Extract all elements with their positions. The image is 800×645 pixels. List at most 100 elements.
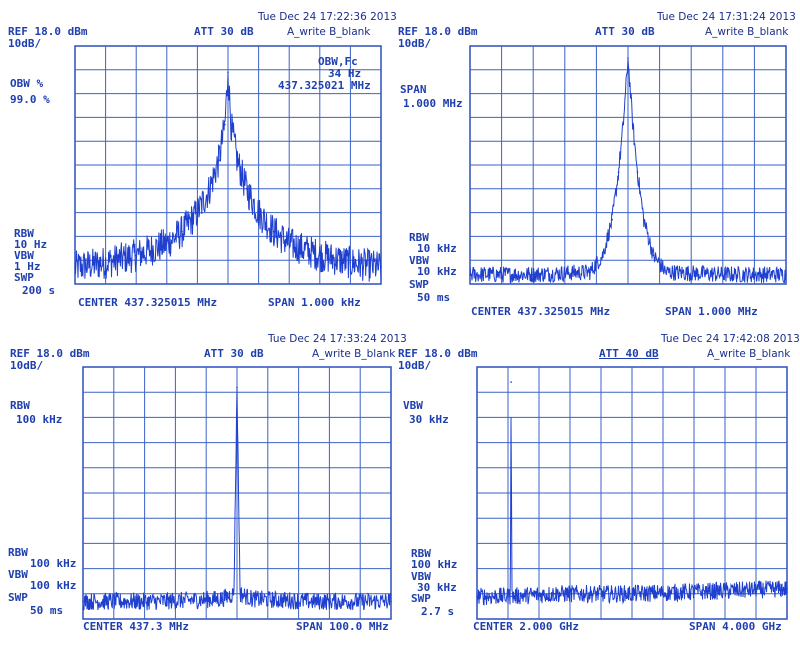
timestamp: Tue Dec 24 17:31:24 2013 — [657, 11, 796, 23]
trace-point — [224, 123, 226, 126]
trace-point — [230, 123, 232, 126]
trace-point — [631, 123, 634, 126]
obw-value: 99.0 % — [10, 93, 50, 106]
trace-point — [785, 273, 787, 276]
timestamp: Tue Dec 24 17:33:24 2013 — [268, 333, 407, 345]
rbw-value: 100 kHz — [411, 558, 458, 571]
reference-level: REF 18.0 dBm — [398, 25, 478, 38]
trace-mode: A_write B_blank — [707, 348, 791, 360]
trace-point — [236, 159, 238, 161]
trace-point — [233, 593, 235, 595]
trace-point — [499, 595, 502, 598]
center-frequency: CENTER 437.325015 MHz — [471, 305, 611, 318]
frequency-span: SPAN 4.000 GHz — [689, 620, 782, 633]
trace-point — [631, 593, 633, 595]
spectrum-panel-3: Tue Dec 24 17:33:24 2013 REF 18.0 dBm 10… — [0, 322, 407, 644]
swp-value: 50 ms — [30, 604, 64, 617]
frequency-span: SPAN 100.0 MHz — [296, 620, 389, 633]
trace-point — [627, 57, 629, 59]
trace-point — [220, 598, 223, 600]
timestamp: Tue Dec 24 17:42:08 2013 — [661, 333, 800, 345]
vbw-label: VBW — [411, 570, 431, 583]
trace-point — [617, 171, 620, 173]
trace-point — [476, 595, 478, 598]
spectrum-plot-2 — [469, 45, 787, 285]
reference-level: REF 18.0 dBm — [8, 25, 88, 38]
scale-per-div: 10dB/ — [8, 37, 42, 50]
plot-grid — [476, 366, 788, 620]
trace-point — [159, 600, 161, 603]
scale-per-div: 10dB/ — [10, 359, 44, 372]
trace-point — [166, 242, 168, 245]
rbw-label: RBW — [409, 231, 429, 244]
trace-point — [236, 386, 238, 388]
trace-point — [349, 261, 352, 264]
trace-point — [390, 600, 392, 603]
vbw-value: 30 kHz — [417, 581, 457, 594]
trace-point — [319, 254, 321, 257]
rbw-value: 10 kHz — [417, 242, 457, 255]
attenuation: ATT 30 dB — [595, 25, 655, 38]
rbw-label: RBW — [8, 546, 28, 559]
vbw-label: VBW — [14, 249, 34, 262]
trace-point — [227, 71, 229, 73]
obw-bandwidth-value: 34 Hz — [328, 67, 362, 80]
trace-point — [643, 218, 645, 221]
trace-point — [257, 211, 260, 214]
trace-point — [82, 600, 84, 603]
trace-point — [589, 271, 591, 273]
trace-point — [786, 588, 788, 590]
spectrum-panel-2: Tue Dec 24 17:31:24 2013 REF 18.0 dBm 10… — [395, 0, 796, 322]
swp-label: SWP — [409, 278, 429, 291]
rbw-label: RBW — [14, 227, 34, 240]
vbw-value: 100 kHz — [30, 579, 77, 592]
span-value: 1.000 MHz — [403, 97, 463, 110]
swp-value: 2.7 s — [421, 605, 455, 618]
vbw-label: VBW — [8, 568, 28, 581]
vbw-value: 10 kHz — [417, 265, 457, 278]
vbw-setting-label: VBW — [403, 399, 423, 412]
rbw-setting-label: RBW — [10, 399, 30, 412]
obw-label: OBW % — [10, 77, 44, 90]
trace-mode: A_write B_blank — [705, 26, 789, 38]
trace-point — [511, 595, 513, 598]
center-frequency: CENTER 437.3 MHz — [83, 620, 189, 633]
obw-center-value: 437.325021 MHz — [278, 79, 371, 92]
trace-point — [196, 211, 199, 214]
frequency-span: SPAN 1.000 MHz — [665, 305, 758, 318]
trace-point — [245, 188, 248, 190]
trace-point — [218, 159, 220, 161]
trace-point — [509, 595, 512, 598]
trace-point — [665, 271, 667, 273]
spectrum-trace — [476, 417, 788, 606]
trace-mode: A_write B_blank — [287, 26, 371, 38]
scale-per-div: 10dB/ — [398, 37, 432, 50]
vbw-setting-value: 30 kHz — [409, 413, 449, 426]
center-frequency: CENTER 437.325015 MHz — [78, 296, 218, 309]
trace-point — [104, 261, 107, 264]
rbw-setting-value: 100 kHz — [16, 413, 63, 426]
spectrum-plot-1 — [74, 45, 382, 285]
trace-point — [273, 230, 275, 233]
trace-point — [208, 188, 211, 190]
trace-point — [722, 273, 724, 276]
rbw-label: RBW — [411, 547, 431, 560]
trace-point — [251, 598, 254, 600]
trace-point — [622, 123, 625, 126]
trace-point — [239, 593, 241, 595]
reference-level: REF 18.0 dBm — [398, 347, 478, 360]
trace-mode: A_write B_blank — [312, 348, 396, 360]
spectrum-panel-4: Tue Dec 24 17:42:08 2013 REF 18.0 dBm 10… — [395, 322, 800, 644]
attenuation: ATT 40 dB — [599, 347, 659, 360]
trace-point — [313, 600, 315, 603]
center-frequency: CENTER 2.000 GHz — [473, 620, 579, 633]
span-label: SPAN — [400, 83, 427, 96]
vbw-value: 1 Hz — [14, 260, 41, 273]
trace-point — [532, 273, 534, 276]
swp-value: 200 s — [22, 284, 56, 297]
trace-point — [510, 381, 512, 383]
trace-point — [652, 254, 655, 257]
swp-label: SWP — [14, 271, 34, 284]
spectrum-plot-4 — [476, 366, 788, 620]
timestamp: Tue Dec 24 17:22:36 2013 — [258, 11, 397, 23]
